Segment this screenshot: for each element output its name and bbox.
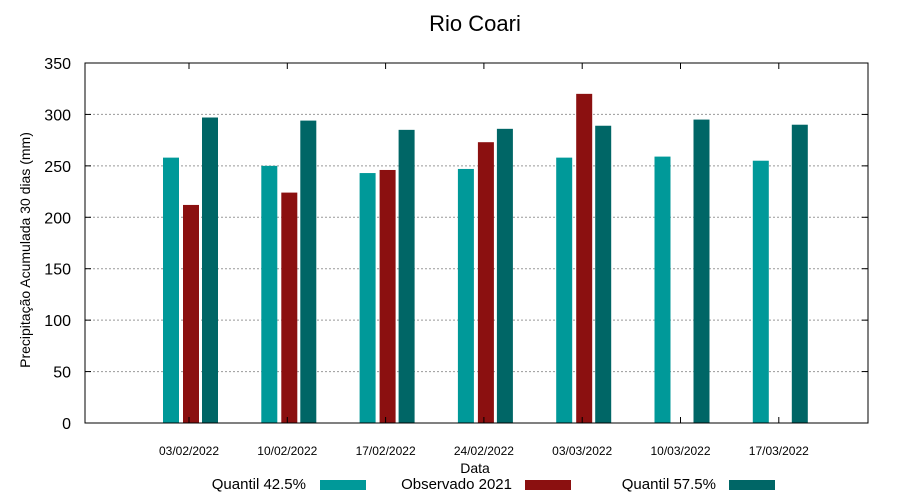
bar: [576, 93, 593, 423]
bar: [477, 142, 494, 423]
y-tick-label: 50: [53, 365, 71, 382]
bar: [163, 157, 179, 423]
legend-swatch: [320, 480, 366, 490]
bar: [457, 168, 474, 423]
y-tick-label: 200: [44, 210, 71, 227]
bar: [595, 125, 612, 423]
x-tick-label: 03/03/2022: [552, 444, 612, 458]
bar: [261, 165, 278, 423]
x-tick-label: 17/02/2022: [356, 444, 416, 458]
x-tick-label: 03/02/2022: [159, 444, 219, 458]
bar: [791, 124, 808, 423]
legend-swatch: [729, 480, 775, 490]
x-axis-ticks: 03/02/2022 10/02/2022 17/02/2022 24/02/2022…: [159, 63, 809, 458]
bars: [163, 93, 808, 424]
bar: [183, 204, 199, 423]
plot-frame: [84, 62, 869, 424]
y-tick-label: 150: [44, 262, 71, 279]
y-axis-label: Precipitação Acumulada 30 dias (mm): [17, 132, 33, 368]
bar: [398, 129, 415, 423]
bar: [654, 156, 671, 423]
legend-label: Quantil 42.5%: [212, 476, 306, 493]
y-tick-label: 300: [44, 107, 71, 124]
bar: [202, 117, 218, 423]
legend-swatch: [525, 480, 571, 490]
bar: [752, 160, 769, 423]
bar: [379, 169, 396, 423]
legend-label: Observado 2021: [401, 476, 512, 493]
x-axis-label: Data: [460, 460, 490, 476]
bar: [693, 119, 710, 424]
y-axis-ticks: 0 50 100 150 200 250 300 350: [44, 56, 868, 433]
y-tick-label: 100: [44, 313, 71, 330]
bar: [281, 192, 298, 423]
x-tick-label: 24/02/2022: [454, 444, 514, 458]
grid-lines: [85, 113, 868, 373]
chart-title: Rio Coari: [429, 11, 521, 36]
bar: [359, 173, 376, 423]
y-tick-label: 0: [62, 416, 71, 433]
legend-label: Quantil 57.5%: [622, 476, 716, 493]
x-tick-label: 10/03/2022: [650, 444, 710, 458]
x-tick-label: 17/03/2022: [749, 444, 809, 458]
y-tick-label: 250: [44, 159, 71, 176]
bar: [556, 157, 573, 423]
x-tick-label: 10/02/2022: [257, 444, 317, 458]
y-tick-label: 350: [44, 56, 71, 73]
legend: Quantil 42.5% Observado 2021 Quantil 57.5%: [212, 476, 775, 493]
bar: [300, 120, 317, 423]
bar: [496, 128, 513, 424]
